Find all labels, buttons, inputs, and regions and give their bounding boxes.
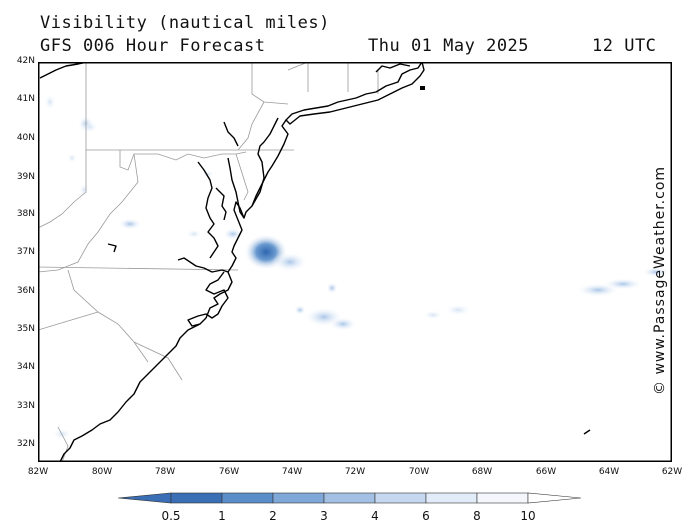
fog-patch [326, 282, 338, 294]
fog-patch [79, 183, 89, 197]
coastline [39, 62, 591, 462]
lon-tick: 80W [91, 467, 113, 477]
fog-patch [118, 218, 142, 230]
fog-patch [186, 229, 202, 239]
legend-arrow-high [527, 492, 582, 504]
map-title: Visibility (nautical miles) [40, 13, 330, 33]
fog-patch [272, 252, 308, 272]
fog-patch [329, 317, 357, 331]
legend-swatch [425, 492, 478, 504]
lat-tick: 34N [16, 362, 35, 372]
legend-label: 10 [520, 509, 536, 523]
fog-patch [603, 278, 643, 290]
legend-arrow-low [117, 492, 172, 504]
legend-label: 6 [422, 509, 430, 523]
lon-tick: 74W [281, 467, 303, 477]
legend-swatch [272, 492, 325, 504]
legend-label: 8 [473, 509, 481, 523]
fog-patch [82, 121, 98, 133]
lat-tick: 33N [16, 401, 35, 411]
lat-tick: 36N [16, 286, 35, 296]
visibility-legend [117, 492, 582, 504]
lon-tick: 62W [661, 467, 683, 477]
lat-tick: 39N [16, 172, 35, 182]
lon-tick: 76W [218, 467, 240, 477]
legend-swatch [221, 492, 274, 504]
lon-tick: 70W [408, 467, 430, 477]
map-background [38, 62, 672, 462]
lon-tick: 72W [344, 467, 366, 477]
lon-tick: 78W [154, 467, 176, 477]
island-marker [420, 86, 425, 90]
lat-tick: 38N [16, 209, 35, 219]
forecast-date: Thu 01 May 2025 [368, 36, 530, 56]
map-frame [38, 62, 672, 462]
lat-tick: 37N [16, 247, 35, 257]
lat-tick: 40N [16, 133, 35, 143]
fog-patch [423, 310, 443, 320]
legend-label: 0.5 [161, 509, 181, 523]
lat-tick: 42N [16, 56, 35, 66]
visibility-map [38, 62, 672, 462]
legend-swatch [476, 492, 529, 504]
forecast-time: 12 UTC [592, 36, 657, 56]
legend-swatch [170, 492, 223, 504]
lon-tick: 82W [27, 467, 49, 477]
lat-tick: 35N [16, 324, 35, 334]
legend-label: 3 [320, 509, 328, 523]
legend-label: 4 [371, 509, 379, 523]
copyright-credit: © www.PassageWeather.com [652, 165, 668, 395]
fog-patch [444, 304, 472, 316]
lon-tick: 68W [471, 467, 493, 477]
legend-swatch [374, 492, 427, 504]
fog-patch [294, 305, 306, 315]
fog-patch [642, 267, 670, 277]
lon-tick: 66W [535, 467, 557, 477]
lat-tick: 32N [16, 439, 35, 449]
legend-swatch [323, 492, 376, 504]
fog-patch [67, 153, 77, 163]
forecast-model: GFS 006 Hour Forecast [40, 36, 266, 56]
lon-tick: 64W [598, 467, 620, 477]
legend-label: 1 [218, 509, 226, 523]
lat-tick: 41N [16, 94, 35, 104]
legend-label: 2 [269, 509, 277, 523]
fog-patch [44, 94, 56, 110]
